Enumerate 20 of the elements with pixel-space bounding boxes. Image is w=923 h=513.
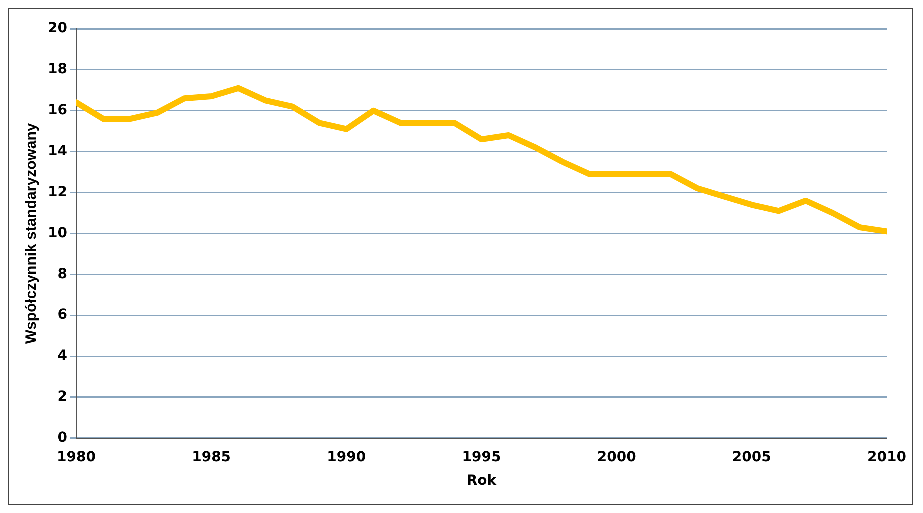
y-tick-label: 6 — [58, 307, 68, 324]
x-tick-label: 1990 — [327, 449, 366, 466]
x-tick-label: 2005 — [732, 449, 772, 466]
y-tick-label: 4 — [58, 348, 68, 364]
y-tick-label: 8 — [58, 266, 68, 282]
y-tick-label: 0 — [58, 430, 68, 446]
y-tick-label: 18 — [48, 62, 68, 78]
y-tick-label: 20 — [48, 20, 68, 37]
y-tick-label: 14 — [48, 143, 68, 160]
x-tick-label: 2000 — [597, 449, 637, 466]
y-tick-label: 16 — [48, 102, 68, 119]
x-tick-label: 2010 — [868, 449, 907, 466]
x-tick-label: 1985 — [192, 449, 232, 466]
y-axis-title: Współczynnik standaryzowany — [23, 122, 40, 344]
y-tick-label: 2 — [58, 389, 68, 406]
x-tick-label: 1980 — [57, 449, 96, 466]
y-tick-label: 10 — [48, 225, 68, 242]
x-axis-title: Rok — [466, 473, 498, 490]
x-tick-label: 1995 — [462, 449, 502, 466]
y-tick-label: 12 — [48, 184, 68, 200]
